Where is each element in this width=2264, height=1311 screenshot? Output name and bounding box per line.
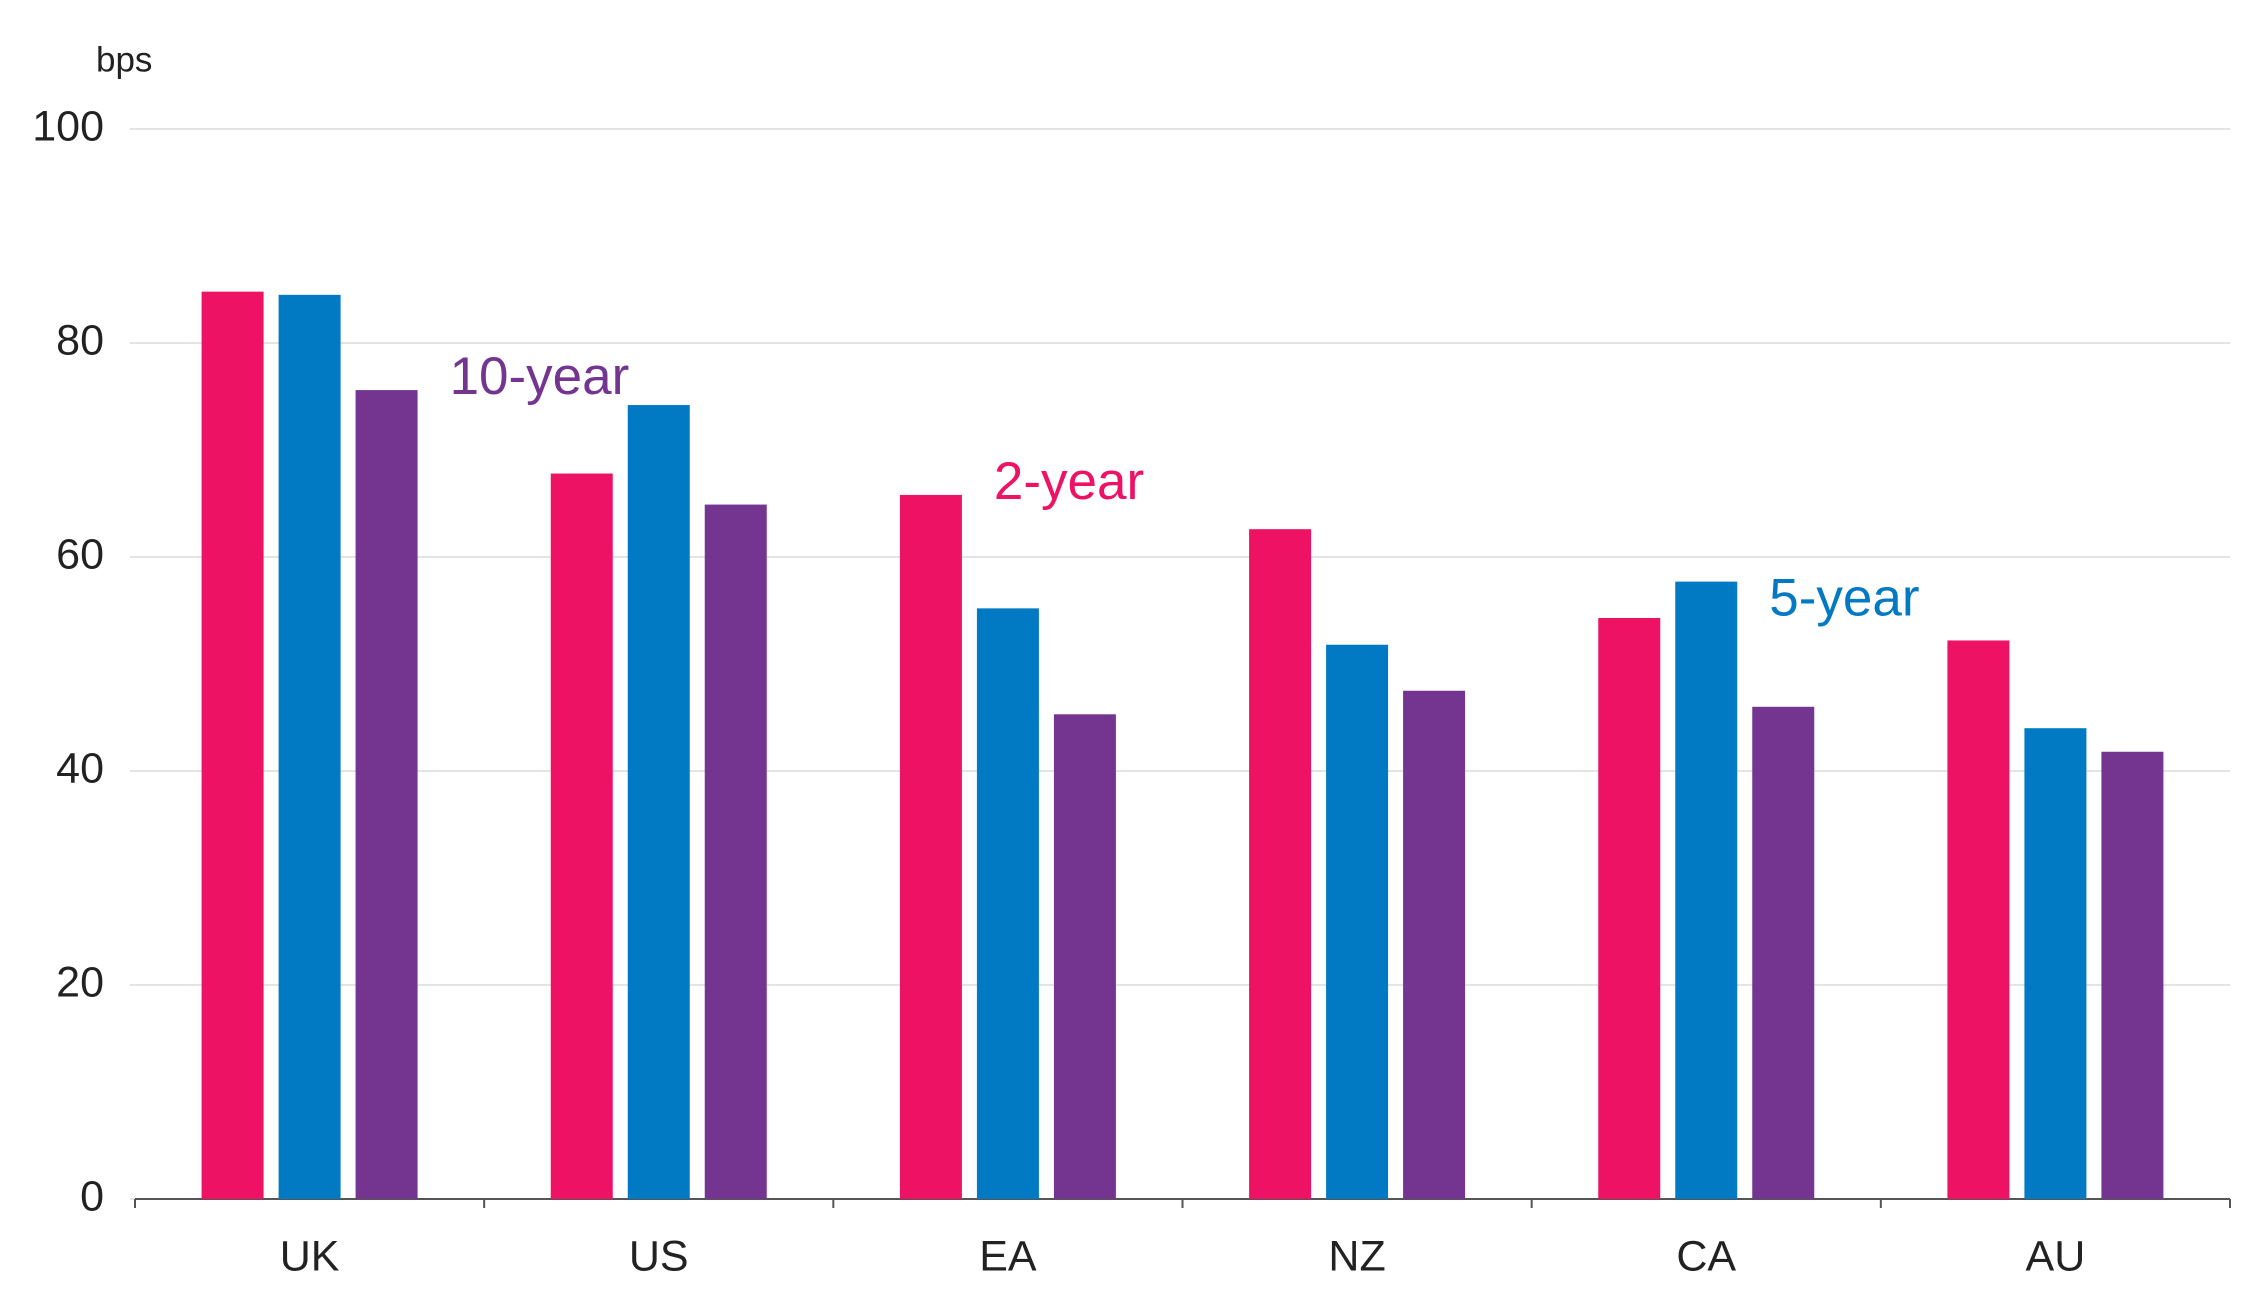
y-tick-label: 60	[56, 530, 104, 578]
x-tick-label: UK	[280, 1232, 340, 1280]
x-tick-label: CA	[1676, 1232, 1736, 1280]
bar	[1403, 690, 1466, 1199]
bar	[1598, 617, 1661, 1199]
bar	[1326, 644, 1389, 1199]
y-tick-label: 80	[56, 316, 104, 364]
bar	[355, 390, 418, 1200]
bar	[899, 494, 962, 1199]
y-tick-label: 100	[32, 102, 104, 150]
x-tick-label: US	[629, 1232, 689, 1280]
bar	[1675, 581, 1738, 1199]
bar	[1053, 714, 1116, 1199]
series-label: 5-year	[1769, 569, 1919, 628]
bar	[1752, 706, 1815, 1199]
bar	[2024, 728, 2087, 1199]
bar	[550, 473, 613, 1199]
x-tick-label: EA	[979, 1232, 1037, 1280]
bar	[201, 291, 264, 1199]
series-label: 2-year	[994, 452, 1144, 511]
y-tick-label: 20	[56, 958, 104, 1006]
bar	[1947, 640, 2010, 1199]
series-label: 10-year	[450, 347, 630, 406]
y-tick-label: 40	[56, 744, 104, 792]
y-tick-label: 0	[80, 1172, 104, 1220]
bar	[704, 504, 767, 1199]
bar	[278, 294, 341, 1200]
bar	[976, 608, 1039, 1199]
bar	[2101, 751, 2164, 1199]
y-axis-unit: bps	[96, 40, 152, 79]
x-tick-label: AU	[2026, 1232, 2086, 1280]
bar	[1249, 529, 1312, 1199]
bar	[627, 405, 690, 1199]
x-tick-label: NZ	[1328, 1232, 1385, 1280]
